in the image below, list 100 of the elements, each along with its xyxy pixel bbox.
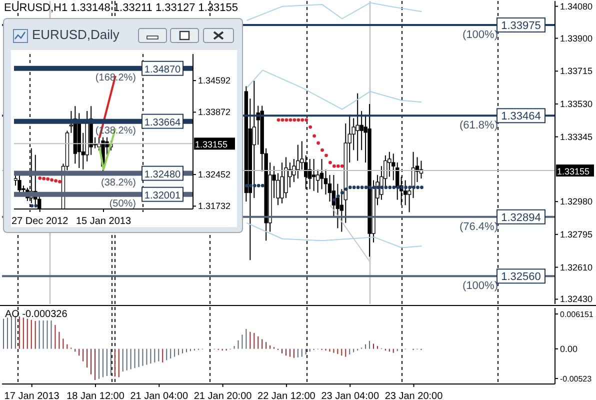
y-tick-label: 1.33900 (560, 33, 593, 44)
ref-line-label: 1.32480 (144, 169, 182, 180)
x-tick-label: 17 Jan 2013 (4, 391, 60, 400)
y-tick-label: 1.32452 (198, 170, 231, 180)
point (340, 191, 344, 194)
point (252, 184, 256, 188)
point (336, 194, 340, 198)
annotation: (76.4%) (459, 220, 498, 233)
point (412, 186, 416, 190)
point (356, 186, 360, 190)
candlestick (336, 183, 340, 229)
x-tick-label: 21 Jan 20:00 (194, 391, 252, 400)
annotation: (100%) (462, 280, 498, 292)
point (256, 184, 260, 188)
ref-line-label: 1.34870 (144, 64, 182, 76)
point (332, 164, 336, 168)
ref-line-label: 1.33664 (144, 117, 182, 128)
x-tick-label: 23 Jan 20:00 (384, 391, 444, 400)
point (380, 186, 384, 190)
candlestick (320, 158, 324, 190)
ref-line-label: 1.33464 (501, 110, 541, 123)
x-tick-label: 22 Jan 12:00 (258, 391, 316, 400)
point (384, 186, 388, 190)
candlestick (356, 92, 360, 162)
y-tick-label: 1.33872 (198, 107, 231, 118)
point (38, 176, 42, 180)
point (336, 164, 340, 168)
y-tick-label: 1.32430 (560, 294, 593, 304)
point (348, 186, 352, 190)
point (404, 186, 408, 190)
point (50, 178, 54, 182)
point (320, 148, 324, 152)
line-series (246, 222, 422, 248)
y-tick-label: 1.33345 (560, 132, 593, 142)
annotation: (100%) (462, 28, 498, 41)
y-tick-label: 0.00 (560, 344, 578, 354)
point (308, 125, 312, 129)
x-tick-label: 21 Jan 04:00 (130, 391, 188, 400)
point (344, 187, 348, 191)
point (408, 186, 412, 190)
y-tick-label: 0.006151 (560, 310, 594, 319)
point (30, 204, 34, 208)
point (388, 186, 392, 190)
point (396, 186, 400, 190)
y-tick-label: 1.32795 (560, 229, 593, 240)
point (316, 141, 320, 145)
point (42, 176, 46, 180)
ref-line-label: 1.32560 (501, 271, 541, 284)
y-tick-label: 1.31732 (198, 201, 231, 212)
candlestick (312, 158, 316, 192)
ref-line-label: 1.33975 (501, 20, 541, 32)
x-tick-label: 23 Jan 04:00 (321, 391, 380, 400)
point (360, 186, 364, 190)
point (58, 180, 62, 184)
x-tick-label: 18 Jan 12:00 (66, 391, 125, 400)
point (276, 118, 280, 122)
point (420, 186, 424, 190)
point (368, 186, 372, 190)
point (340, 164, 344, 168)
ref-line-label: 1.32894 (501, 212, 541, 224)
point (304, 118, 308, 122)
point (288, 118, 292, 122)
point (244, 184, 248, 188)
point (248, 184, 252, 188)
point (364, 186, 368, 190)
point (280, 118, 284, 122)
y-tick-label: 1.32980 (560, 196, 593, 207)
chart-title: EURUSD,Daily (32, 27, 120, 42)
point (324, 154, 328, 158)
y-tick-label: -0.00523 (560, 374, 592, 384)
point (260, 184, 264, 188)
chart-title: EURUSD,H1 1.33148 1.33211 1.33127 1.33155 (4, 2, 238, 14)
annotation: (61.8%) (459, 120, 498, 132)
x-tick-label: 27 Dec 2012 (11, 216, 69, 227)
y-tick-label: 1.32610 (560, 262, 593, 272)
point (300, 118, 304, 122)
point (376, 186, 380, 190)
point (284, 118, 288, 122)
ref-line-label: 1.32001 (144, 190, 182, 202)
ref-line-label: 1.33155 (195, 140, 228, 150)
point (392, 186, 396, 190)
ref-line-label: 1.33155 (557, 166, 590, 177)
annotation: (38.2%) (100, 177, 136, 188)
y-tick-label: 1.34080 (560, 1, 593, 12)
point (296, 118, 300, 122)
point (34, 204, 38, 208)
annotation: (50%) (109, 198, 136, 210)
y-tick-label: 1.34592 (198, 76, 231, 86)
point (46, 177, 50, 181)
point (416, 186, 420, 190)
y-tick-label: 1.33530 (560, 98, 593, 109)
point (292, 118, 296, 122)
point (352, 186, 356, 190)
x-tick-label: 15 Jan 2013 (76, 216, 132, 227)
point (328, 160, 332, 164)
y-tick-label: 1.33715 (560, 66, 593, 76)
point (372, 186, 376, 190)
line-series (246, 2, 422, 22)
point (54, 179, 58, 182)
line-series (246, 70, 422, 110)
